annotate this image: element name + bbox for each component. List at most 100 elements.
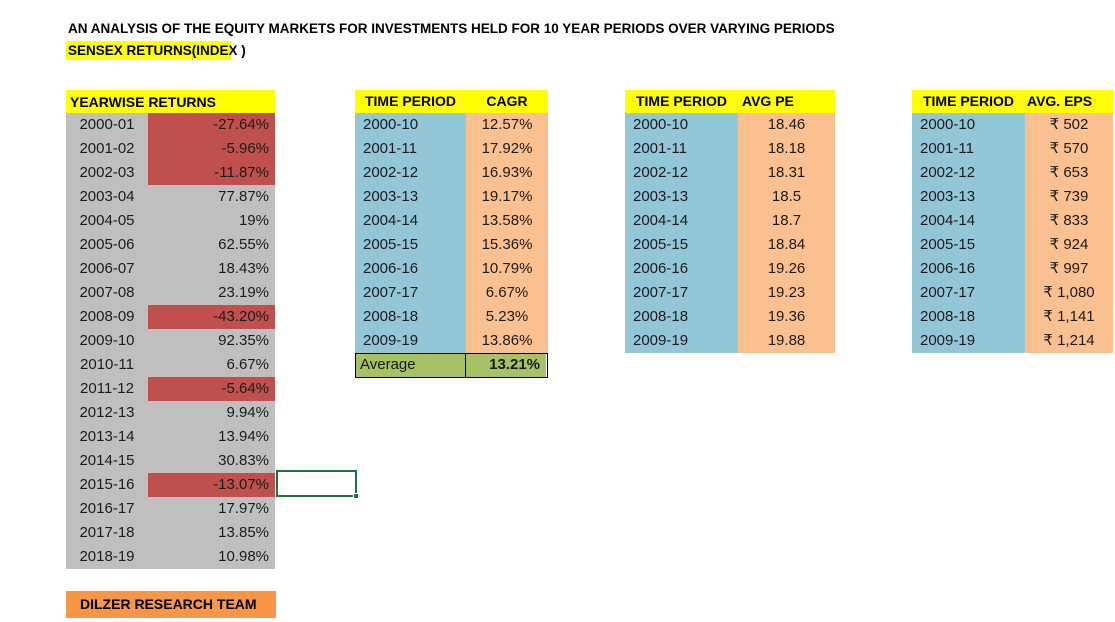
value-cell[interactable]: ₹ 1,214: [1025, 329, 1113, 353]
value-cell[interactable]: 18.46: [738, 113, 835, 137]
value-cell[interactable]: 13.86%: [466, 329, 548, 353]
period-cell[interactable]: 2004-14: [912, 209, 1025, 233]
period-cell[interactable]: 2007-17: [912, 281, 1025, 305]
value-cell[interactable]: ₹ 570: [1025, 137, 1113, 161]
period-cell[interactable]: 2002-12: [625, 161, 738, 185]
value-cell[interactable]: ₹ 924: [1025, 233, 1113, 257]
value-cell[interactable]: 6.67%: [148, 353, 275, 377]
period-cell[interactable]: 2008-09: [66, 305, 148, 329]
value-cell[interactable]: 16.93%: [466, 161, 548, 185]
period-cell[interactable]: 2002-12: [355, 161, 466, 185]
value-cell[interactable]: 9.94%: [148, 401, 275, 425]
cagr-time-period-header[interactable]: TIME PERIOD: [364, 93, 456, 109]
value-cell[interactable]: 19.26: [738, 257, 835, 281]
value-cell[interactable]: ₹ 1,080: [1025, 281, 1113, 305]
value-cell[interactable]: 17.92%: [466, 137, 548, 161]
value-cell[interactable]: 18.7: [738, 209, 835, 233]
value-cell[interactable]: ₹ 653: [1025, 161, 1113, 185]
period-cell[interactable]: 2007-17: [625, 281, 738, 305]
period-cell[interactable]: 2009-19: [625, 329, 738, 353]
value-cell[interactable]: -5.96%: [148, 137, 275, 161]
value-cell[interactable]: ₹ 833: [1025, 209, 1113, 233]
yearwise-returns-header[interactable]: YEARWISE RETURNS: [66, 90, 275, 113]
period-cell[interactable]: 2001-11: [625, 137, 738, 161]
value-cell[interactable]: ₹ 1,141: [1025, 305, 1113, 329]
period-cell[interactable]: 2009-19: [912, 329, 1025, 353]
value-cell[interactable]: 18.5: [738, 185, 835, 209]
period-cell[interactable]: 2002-12: [912, 161, 1025, 185]
value-cell[interactable]: -13.07%: [148, 473, 275, 497]
value-cell[interactable]: 6.67%: [466, 281, 548, 305]
value-cell[interactable]: -5.64%: [148, 377, 275, 401]
period-cell[interactable]: 2006-16: [625, 257, 738, 281]
value-cell[interactable]: -11.87%: [148, 161, 275, 185]
period-cell[interactable]: 2011-12: [66, 377, 148, 401]
value-cell[interactable]: 77.87%: [148, 185, 275, 209]
value-cell[interactable]: 18.18: [738, 137, 835, 161]
period-cell[interactable]: 2000-01: [66, 113, 148, 137]
value-cell[interactable]: 10.79%: [466, 257, 548, 281]
value-cell[interactable]: ₹ 997: [1025, 257, 1113, 281]
value-cell[interactable]: 19.23: [738, 281, 835, 305]
avg-eps-value-header[interactable]: AVG. EPS: [1027, 93, 1093, 109]
value-cell[interactable]: 19.36: [738, 305, 835, 329]
period-cell[interactable]: 2002-03: [66, 161, 148, 185]
value-cell[interactable]: 12.57%: [466, 113, 548, 137]
period-cell[interactable]: 2008-18: [625, 305, 738, 329]
period-cell[interactable]: 2015-16: [66, 473, 148, 497]
period-cell[interactable]: 2003-13: [625, 185, 738, 209]
value-cell[interactable]: 18.84: [738, 233, 835, 257]
period-cell[interactable]: 2004-14: [625, 209, 738, 233]
value-cell[interactable]: 10.98%: [148, 545, 275, 569]
fill-handle[interactable]: [353, 493, 359, 499]
value-cell[interactable]: ₹ 502: [1025, 113, 1113, 137]
period-cell[interactable]: 2004-14: [355, 209, 466, 233]
average-label[interactable]: Average: [356, 354, 466, 377]
selected-cell[interactable]: [276, 470, 359, 499]
period-cell[interactable]: 2010-11: [66, 353, 148, 377]
period-cell[interactable]: 2003-04: [66, 185, 148, 209]
period-cell[interactable]: 2007-08: [66, 281, 148, 305]
period-cell[interactable]: 2018-19: [66, 545, 148, 569]
period-cell[interactable]: 2016-17: [66, 497, 148, 521]
period-cell[interactable]: 2013-14: [66, 425, 148, 449]
period-cell[interactable]: 2000-10: [912, 113, 1025, 137]
value-cell[interactable]: -27.64%: [148, 113, 275, 137]
value-cell[interactable]: 23.19%: [148, 281, 275, 305]
period-cell[interactable]: 2014-15: [66, 449, 148, 473]
value-cell[interactable]: 92.35%: [148, 329, 275, 353]
value-cell[interactable]: 18.31: [738, 161, 835, 185]
period-cell[interactable]: 2005-15: [625, 233, 738, 257]
period-cell[interactable]: 2003-13: [355, 185, 466, 209]
value-cell[interactable]: 13.58%: [466, 209, 548, 233]
period-cell[interactable]: 2000-10: [625, 113, 738, 137]
period-cell[interactable]: 2017-18: [66, 521, 148, 545]
value-cell[interactable]: 13.85%: [148, 521, 275, 545]
value-cell[interactable]: 15.36%: [466, 233, 548, 257]
period-cell[interactable]: 2001-02: [66, 137, 148, 161]
cagr-value-header[interactable]: CAGR: [486, 93, 528, 109]
value-cell[interactable]: 62.55%: [148, 233, 275, 257]
avg-pe-time-period-header[interactable]: TIME PERIOD: [635, 93, 727, 109]
value-cell[interactable]: 19.88: [738, 329, 835, 353]
value-cell[interactable]: ₹ 739: [1025, 185, 1113, 209]
value-cell[interactable]: 18.43%: [148, 257, 275, 281]
period-cell[interactable]: 2008-18: [355, 305, 466, 329]
avg-eps-time-period-header[interactable]: TIME PERIOD: [922, 93, 1014, 109]
period-cell[interactable]: 2007-17: [355, 281, 466, 305]
value-cell[interactable]: 19%: [148, 209, 275, 233]
value-cell[interactable]: 19.17%: [466, 185, 548, 209]
period-cell[interactable]: 2009-19: [355, 329, 466, 353]
avg-pe-value-header[interactable]: AVG PE: [742, 93, 794, 109]
period-cell[interactable]: 2004-05: [66, 209, 148, 233]
value-cell[interactable]: 5.23%: [466, 305, 548, 329]
average-value[interactable]: 13.21%: [466, 354, 546, 377]
period-cell[interactable]: 2005-15: [912, 233, 1025, 257]
value-cell[interactable]: 13.94%: [148, 425, 275, 449]
period-cell[interactable]: 2005-15: [355, 233, 466, 257]
period-cell[interactable]: 2001-11: [912, 137, 1025, 161]
period-cell[interactable]: 2006-16: [912, 257, 1025, 281]
period-cell[interactable]: 2001-11: [355, 137, 466, 161]
value-cell[interactable]: 30.83%: [148, 449, 275, 473]
period-cell[interactable]: 2000-10: [355, 113, 466, 137]
